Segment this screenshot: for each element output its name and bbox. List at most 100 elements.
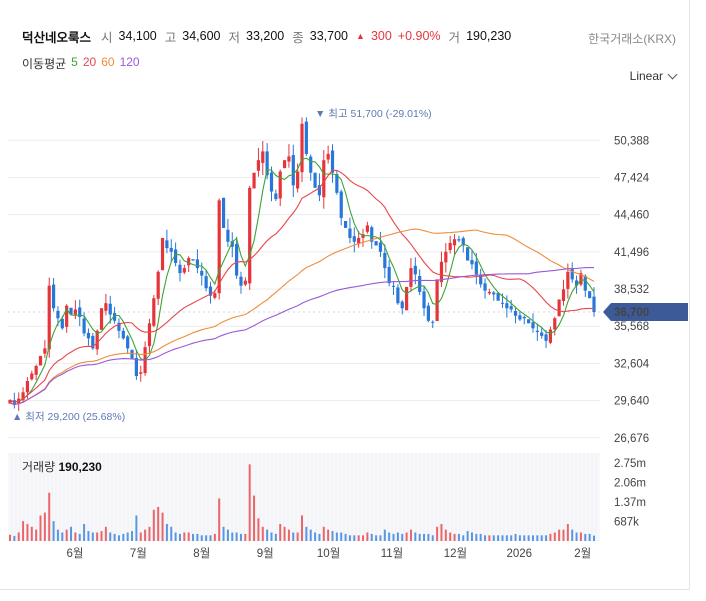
candle-body bbox=[352, 236, 356, 242]
candle-body bbox=[574, 280, 579, 286]
volume-bar bbox=[43, 512, 46, 541]
candle-body bbox=[99, 308, 104, 330]
volume-bar bbox=[131, 531, 134, 541]
volume-bar bbox=[261, 526, 264, 541]
candle-body bbox=[130, 349, 134, 359]
volume-bar bbox=[65, 529, 68, 541]
volume-bar bbox=[418, 533, 421, 541]
candle-body bbox=[339, 191, 343, 218]
candle-body bbox=[296, 171, 300, 189]
volume-bar bbox=[383, 529, 386, 541]
candle-body bbox=[544, 334, 548, 341]
candle-body bbox=[269, 172, 274, 192]
candle-body bbox=[117, 322, 121, 331]
candle-body bbox=[287, 156, 291, 162]
candle-body bbox=[300, 123, 304, 173]
volume-bar bbox=[104, 526, 107, 541]
volume-bar bbox=[392, 533, 395, 541]
volume-bar bbox=[287, 529, 290, 541]
candle-body bbox=[335, 174, 339, 193]
candle-body bbox=[217, 200, 221, 294]
volume-bar bbox=[183, 532, 186, 541]
volume-bar bbox=[100, 531, 103, 541]
x-tick-label: 7월 bbox=[130, 547, 147, 560]
volume-bar bbox=[401, 533, 404, 541]
candle-body bbox=[174, 249, 178, 264]
volume-bar bbox=[436, 526, 439, 541]
volume-bar bbox=[405, 532, 408, 541]
current-price-tag bbox=[603, 302, 688, 321]
candle-body bbox=[104, 303, 108, 311]
volume-bar bbox=[479, 533, 482, 541]
stock-summary: 덕산네오룩스 시 34,100 고 34,600 저 33,200 종 33,7… bbox=[22, 28, 513, 45]
candle-body bbox=[86, 332, 91, 339]
volume-bar bbox=[492, 535, 495, 541]
volume-bar bbox=[453, 533, 456, 541]
volume-bar bbox=[205, 535, 208, 541]
volume-bar bbox=[562, 529, 565, 541]
volume-bar bbox=[178, 533, 181, 541]
candle-body bbox=[548, 329, 553, 343]
candle-body bbox=[38, 355, 43, 366]
candle-body bbox=[483, 283, 487, 291]
candle-body bbox=[160, 237, 165, 271]
candle-body bbox=[470, 259, 474, 265]
volume-bar bbox=[575, 532, 578, 541]
candle-body bbox=[108, 303, 112, 315]
volume-bar bbox=[70, 526, 73, 541]
volume-bar bbox=[296, 532, 299, 541]
candle-body bbox=[165, 240, 169, 249]
volume-bar bbox=[301, 515, 303, 541]
volume-bar bbox=[109, 532, 112, 541]
candle-body bbox=[213, 293, 217, 298]
candle-body bbox=[466, 247, 470, 261]
candle-body bbox=[535, 330, 539, 333]
moving-average-legend: 이동평균 5 20 60 120 bbox=[22, 55, 140, 72]
current-price-label: 36,700 bbox=[614, 307, 649, 319]
ma-legend-60[interactable]: 60 bbox=[101, 55, 115, 69]
candle-body bbox=[313, 172, 317, 188]
ma-legend-120[interactable]: 120 bbox=[119, 55, 140, 69]
candle-body bbox=[30, 373, 34, 380]
volume-bar bbox=[518, 535, 521, 541]
high-annotation: ▼ 최고 51,700 (-29.01%) bbox=[315, 108, 432, 120]
volume-bar bbox=[536, 535, 539, 541]
volume-bar bbox=[231, 532, 234, 541]
candle-body bbox=[357, 237, 361, 245]
volume-bar bbox=[144, 529, 147, 541]
volume-bar bbox=[9, 534, 11, 541]
candle-body bbox=[509, 306, 513, 310]
candle-body bbox=[566, 271, 570, 289]
volume-bar bbox=[244, 533, 247, 541]
volume-bar bbox=[379, 535, 382, 541]
scale-dropdown[interactable]: Linear bbox=[629, 69, 678, 83]
volume-bar bbox=[26, 523, 29, 541]
y-tick-label: 50,388 bbox=[614, 135, 649, 147]
volume-bar bbox=[571, 529, 574, 541]
volume-bar bbox=[484, 535, 487, 541]
volume-bar bbox=[593, 535, 595, 541]
candle-body bbox=[343, 220, 348, 228]
candle-body bbox=[182, 268, 186, 273]
volume-bar bbox=[61, 532, 64, 541]
volume-bar bbox=[540, 535, 543, 541]
ma-legend-20[interactable]: 20 bbox=[82, 55, 97, 69]
volume-panel-value: 190,230 bbox=[58, 460, 102, 474]
chart-frame bbox=[0, 0, 690, 590]
high-label: 고 bbox=[164, 30, 177, 45]
x-tick-label: 12월 bbox=[444, 547, 467, 560]
volume-bar bbox=[375, 535, 378, 541]
volume-bar bbox=[566, 523, 569, 541]
candle-body bbox=[243, 280, 247, 285]
volume-bar bbox=[122, 533, 125, 541]
scale-label: Linear bbox=[629, 69, 663, 83]
volume-bar bbox=[427, 533, 430, 541]
x-tick-label: 9월 bbox=[257, 547, 274, 560]
candle-body bbox=[370, 227, 374, 242]
y-tick-label: 32,604 bbox=[614, 358, 650, 370]
candle-body bbox=[561, 289, 566, 302]
ma-legend-5[interactable]: 5 bbox=[71, 55, 78, 69]
volume-bar bbox=[366, 532, 369, 541]
volume-bar bbox=[226, 529, 229, 541]
